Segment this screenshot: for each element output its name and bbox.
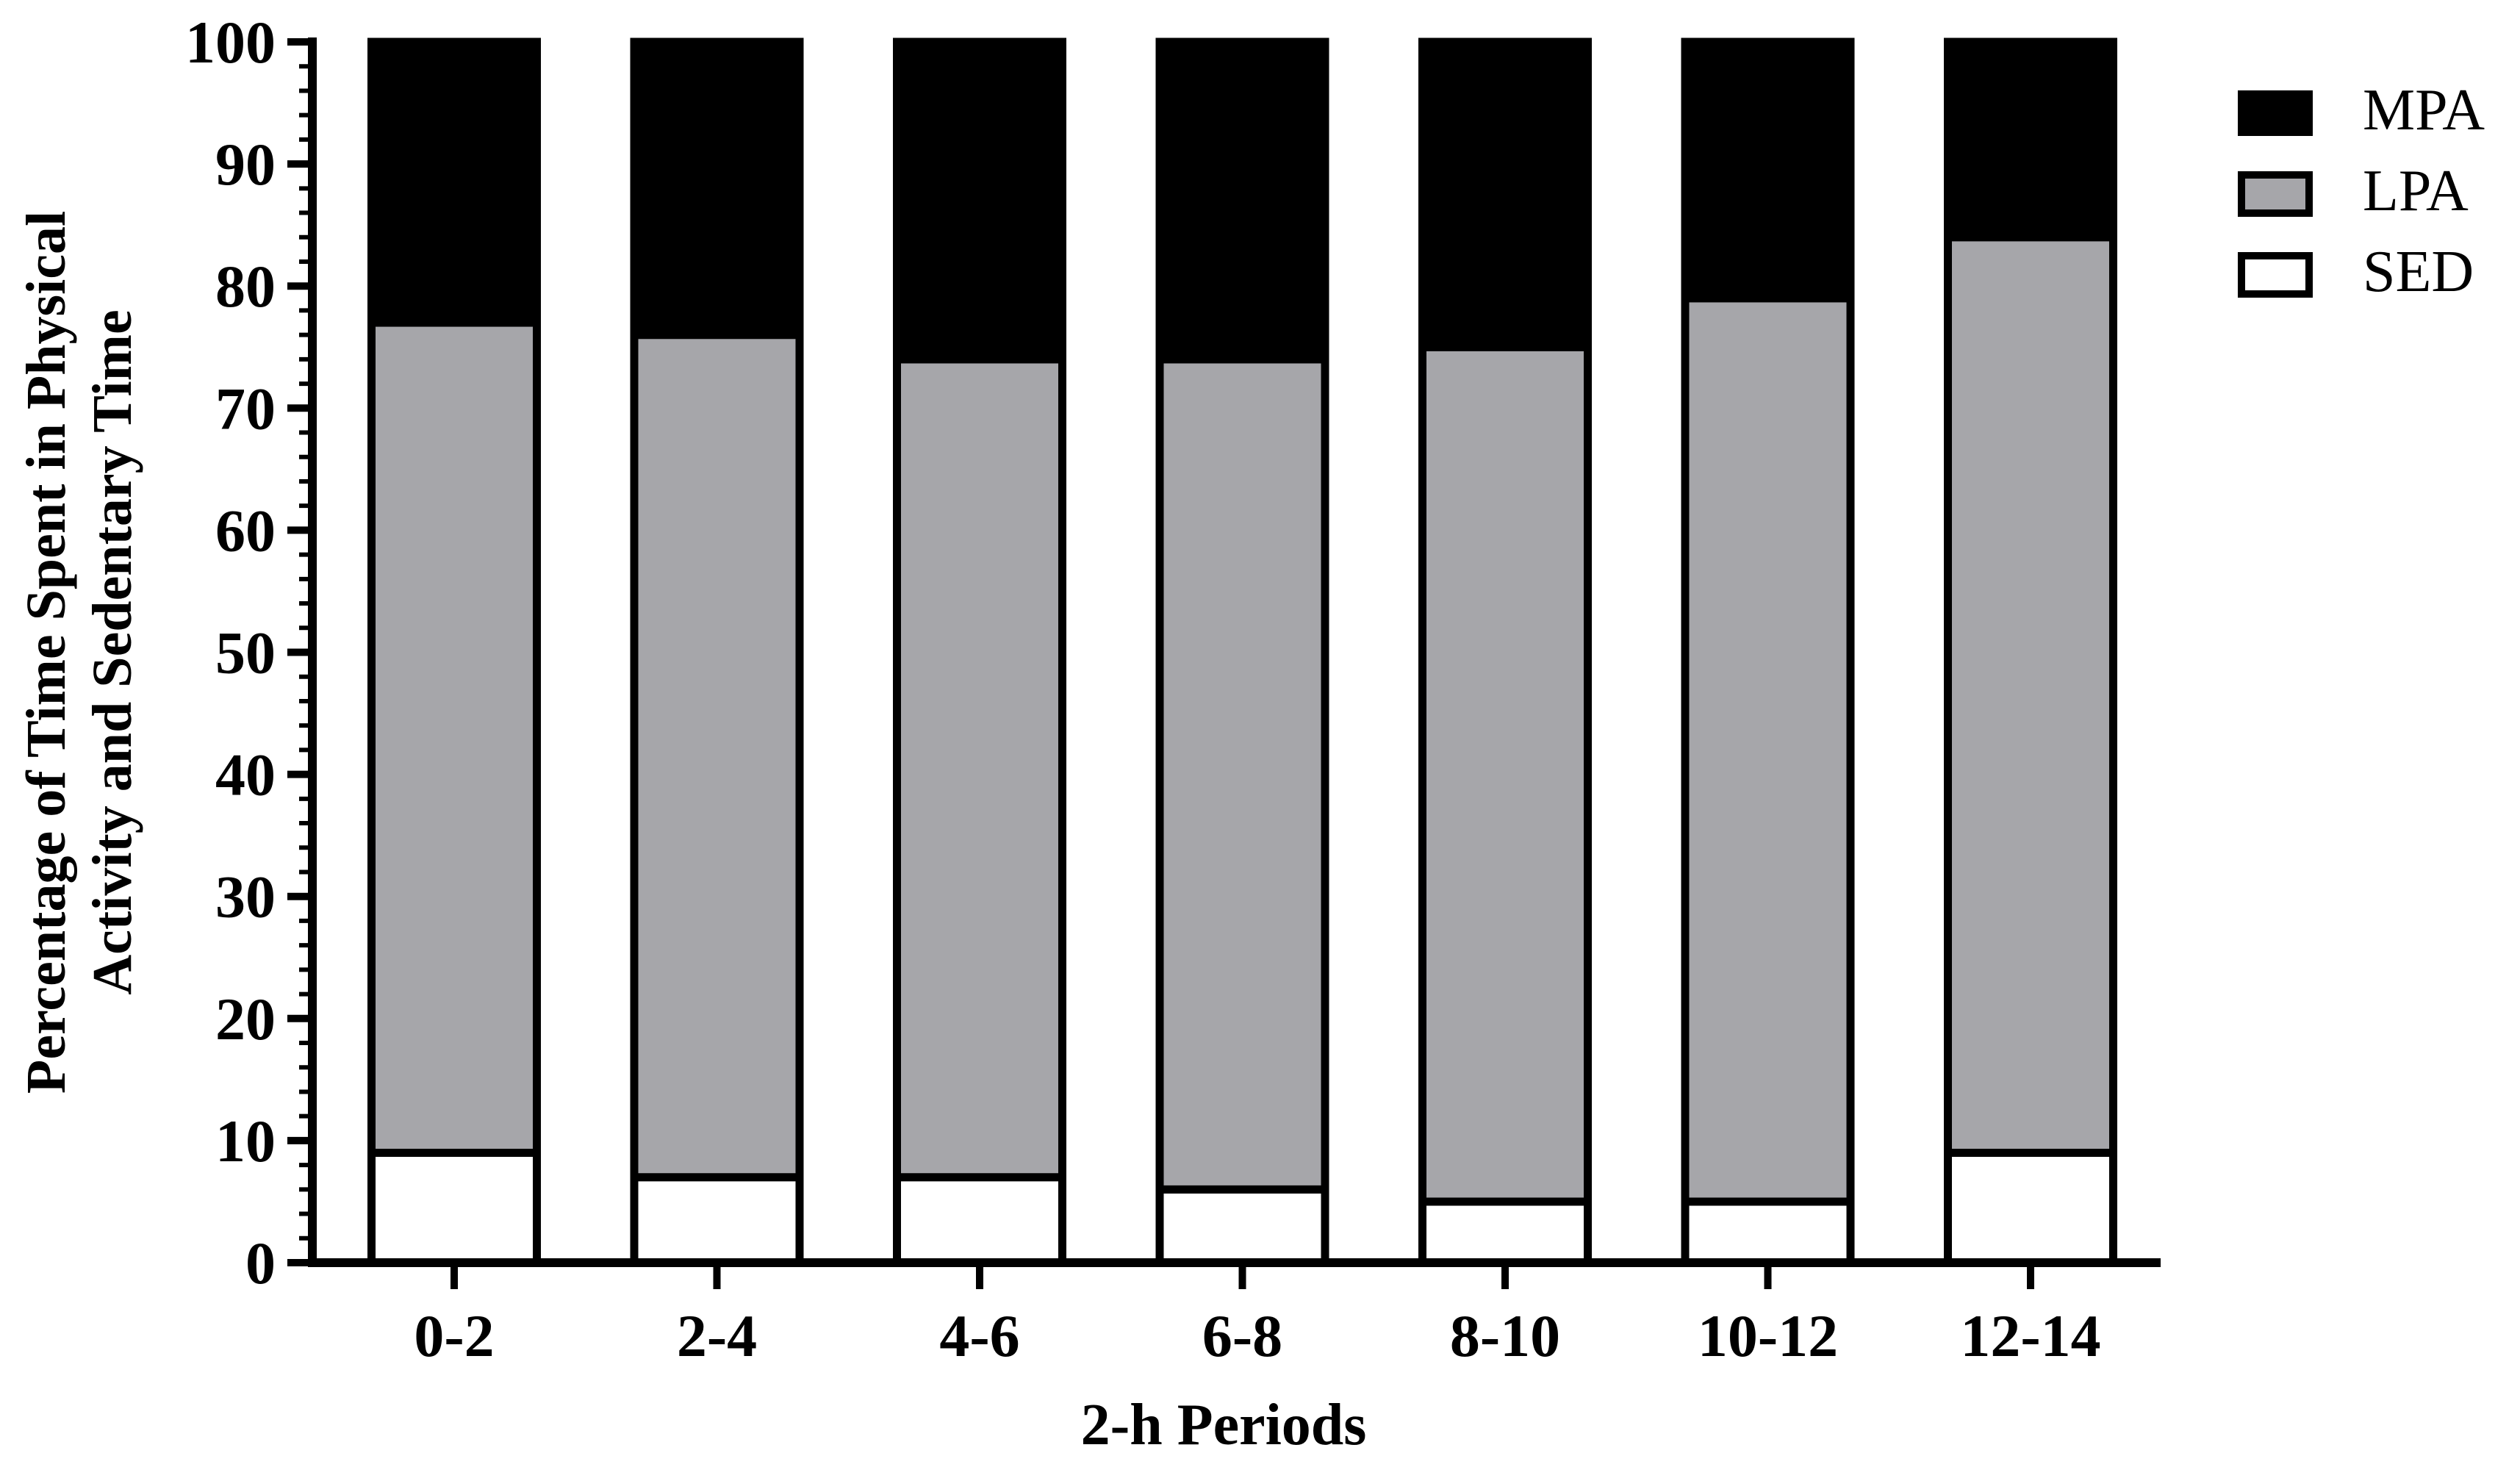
y-tick-label: 100	[185, 9, 276, 76]
bar-sed-8-10	[1418, 1197, 1592, 1267]
y-axis: 0 10 20 30 40 50 60 70 80 90 100	[185, 9, 317, 1296]
x-tick-label: 0-2	[414, 1302, 494, 1369]
bar-mpa-12-14	[1944, 37, 2117, 242]
y-axis-label-line: Activity and Sedentary Time	[82, 309, 143, 994]
legend-label-mpa: MPA	[2363, 78, 2485, 143]
legend-swatch-lpa	[2238, 171, 2313, 217]
bars-group	[367, 37, 2117, 1267]
bar-sed-6-8	[1155, 1185, 1329, 1267]
y-tick-label: 0	[245, 1230, 276, 1296]
bar-sed-2-4	[630, 1173, 804, 1267]
bar-mpa-8-10	[1418, 37, 1592, 351]
y-axis-label-line: Percentage of Time Spent in Physical	[15, 211, 77, 1094]
bar-lpa-0-2	[367, 318, 541, 1158]
y-axis-label: Percentage of Time Spent in Physical Acti…	[15, 211, 143, 1094]
bar-lpa-12-14	[1944, 233, 2117, 1158]
x-tick-label: 10-12	[1698, 1302, 1838, 1369]
x-tick-label: 12-14	[1960, 1302, 2100, 1369]
y-tick-label: 80	[215, 253, 276, 320]
y-tick-label: 50	[215, 620, 276, 686]
legend-swatch-mpa	[2238, 90, 2313, 136]
legend-label-lpa: LPA	[2363, 159, 2469, 223]
y-tick-label: 70	[215, 375, 276, 442]
legend-label-sed: SED	[2363, 240, 2474, 304]
bar-mpa-2-4	[630, 37, 804, 340]
bar-sed-0-2	[367, 1149, 541, 1267]
legend: MPA LPA SED	[2238, 78, 2485, 304]
bar-mpa-4-6	[893, 37, 1066, 364]
y-tick-label: 20	[215, 986, 276, 1052]
x-tick-label: 6-8	[1202, 1302, 1282, 1369]
y-tick-label: 60	[215, 497, 276, 564]
bar-mpa-10-12	[1681, 37, 1855, 303]
bar-mpa-0-2	[367, 37, 541, 327]
y-tick-label: 90	[215, 131, 276, 198]
bar-lpa-6-8	[1155, 355, 1329, 1194]
y-tick-label: 10	[215, 1108, 276, 1174]
bar-sed-10-12	[1681, 1197, 1855, 1267]
x-tick-label: 4-6	[939, 1302, 1019, 1369]
bar-lpa-10-12	[1681, 294, 1855, 1206]
x-tick-label: 8-10	[1450, 1302, 1560, 1369]
bar-mpa-6-8	[1155, 37, 1329, 364]
x-axis: 0-2 2-4 4-6 6-8 8-10 10-12 12-14	[308, 1258, 2161, 1369]
bar-sed-4-6	[893, 1173, 1066, 1267]
y-tick-label: 40	[215, 742, 276, 808]
legend-swatch-sed	[2238, 252, 2313, 298]
x-axis-label: 2-h Periods	[1081, 1393, 1367, 1457]
bar-sed-12-14	[1944, 1149, 2117, 1267]
bar-lpa-2-4	[630, 331, 804, 1182]
bar-lpa-4-6	[893, 355, 1066, 1182]
bar-lpa-8-10	[1418, 342, 1592, 1206]
x-tick-label: 2-4	[677, 1302, 757, 1369]
y-tick-label: 30	[215, 864, 276, 930]
